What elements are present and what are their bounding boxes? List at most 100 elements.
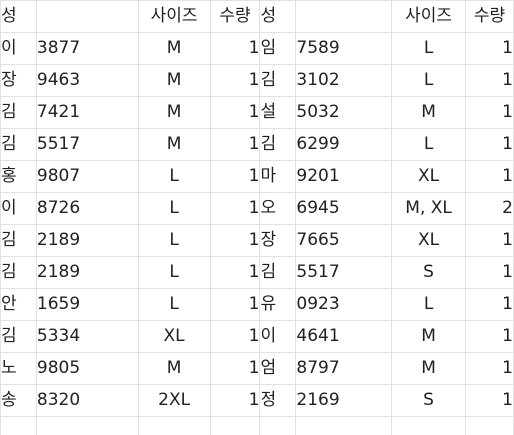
left-qty-cell[interactable] — [209, 416, 261, 435]
left-surname-cell[interactable]: 이 — [0, 192, 37, 225]
header-number-cell[interactable] — [35, 0, 139, 33]
right-size-cell[interactable]: L — [391, 128, 467, 161]
left-qty-cell[interactable]: 1 — [209, 352, 261, 385]
right-size-cell[interactable]: M — [391, 352, 467, 385]
left-qty-cell[interactable]: 1 — [209, 384, 261, 417]
right-size-cell[interactable]: XL — [391, 224, 467, 257]
right-number-cell[interactable]: 0923 — [295, 288, 393, 321]
left-qty-cell[interactable]: 1 — [209, 192, 261, 225]
left-size-cell[interactable]: L — [137, 256, 211, 289]
left-qty-cell[interactable]: 1 — [209, 32, 261, 65]
left-size-cell[interactable]: M — [137, 352, 211, 385]
left-qty-cell[interactable]: 1 — [209, 288, 261, 321]
left-number-cell[interactable]: 9805 — [35, 352, 139, 385]
right-qty-cell[interactable]: 1 — [465, 320, 514, 353]
left-size-cell[interactable]: L — [137, 288, 211, 321]
left-number-cell[interactable]: 2189 — [35, 224, 139, 257]
right-surname-cell[interactable]: 유 — [259, 288, 297, 321]
header-qty-cell[interactable]: 수량 — [465, 0, 514, 33]
left-number-cell[interactable]: 8726 — [35, 192, 139, 225]
left-size-cell[interactable]: 2XL — [137, 384, 211, 417]
right-surname-cell[interactable]: 임 — [259, 32, 297, 65]
left-surname-cell[interactable]: 김 — [0, 256, 37, 289]
left-number-cell[interactable]: 2189 — [35, 256, 139, 289]
left-surname-cell[interactable]: 안 — [0, 288, 37, 321]
left-surname-cell[interactable]: 노 — [0, 352, 37, 385]
left-size-cell[interactable]: L — [137, 192, 211, 225]
left-number-cell[interactable]: 8320 — [35, 384, 139, 417]
header-surname-cell[interactable]: 성 — [259, 0, 297, 33]
right-size-cell[interactable]: S — [391, 256, 467, 289]
left-number-cell[interactable]: 7421 — [35, 96, 139, 129]
right-qty-cell[interactable]: 1 — [465, 64, 514, 97]
right-size-cell[interactable]: M, XL — [391, 192, 467, 225]
left-surname-cell[interactable]: 장 — [0, 64, 37, 97]
left-surname-cell[interactable] — [0, 416, 37, 435]
right-size-cell[interactable]: S — [391, 384, 467, 417]
left-qty-cell[interactable]: 1 — [209, 96, 261, 129]
right-surname-cell[interactable]: 김 — [259, 256, 297, 289]
left-surname-cell[interactable]: 홍 — [0, 160, 37, 193]
left-size-cell[interactable]: M — [137, 128, 211, 161]
right-surname-cell[interactable]: 김 — [259, 64, 297, 97]
right-number-cell[interactable]: 7665 — [295, 224, 393, 257]
left-surname-cell[interactable]: 이 — [0, 32, 37, 65]
header-surname-cell[interactable]: 성 — [0, 0, 37, 33]
right-number-cell[interactable]: 7589 — [295, 32, 393, 65]
right-size-cell[interactable]: XL — [391, 160, 467, 193]
header-number-cell[interactable] — [295, 0, 393, 33]
left-qty-cell[interactable]: 1 — [209, 320, 261, 353]
right-size-cell[interactable]: L — [391, 32, 467, 65]
right-size-cell[interactable]: L — [391, 64, 467, 97]
header-size-cell[interactable]: 사이즈 — [137, 0, 211, 33]
right-qty-cell[interactable]: 1 — [465, 128, 514, 161]
right-qty-cell[interactable]: 1 — [465, 384, 514, 417]
right-qty-cell[interactable]: 1 — [465, 32, 514, 65]
left-number-cell[interactable]: 3877 — [35, 32, 139, 65]
left-size-cell[interactable]: M — [137, 64, 211, 97]
header-qty-cell[interactable]: 수량 — [209, 0, 261, 33]
left-number-cell[interactable]: 9463 — [35, 64, 139, 97]
left-size-cell[interactable]: M — [137, 32, 211, 65]
left-number-cell[interactable] — [35, 416, 139, 435]
left-size-cell[interactable] — [137, 416, 211, 435]
right-surname-cell[interactable]: 설 — [259, 96, 297, 129]
right-qty-cell[interactable]: 1 — [465, 288, 514, 321]
right-number-cell[interactable]: 4641 — [295, 320, 393, 353]
right-surname-cell[interactable]: 김 — [259, 128, 297, 161]
right-surname-cell[interactable]: 오 — [259, 192, 297, 225]
left-qty-cell[interactable]: 1 — [209, 128, 261, 161]
right-size-cell[interactable] — [391, 416, 467, 435]
right-surname-cell[interactable]: 이 — [259, 320, 297, 353]
right-size-cell[interactable]: M — [391, 96, 467, 129]
left-number-cell[interactable]: 9807 — [35, 160, 139, 193]
left-qty-cell[interactable]: 1 — [209, 160, 261, 193]
left-size-cell[interactable]: M — [137, 96, 211, 129]
right-number-cell[interactable]: 6945 — [295, 192, 393, 225]
right-number-cell[interactable]: 5032 — [295, 96, 393, 129]
left-surname-cell[interactable]: 김 — [0, 320, 37, 353]
right-number-cell[interactable]: 3102 — [295, 64, 393, 97]
left-qty-cell[interactable]: 1 — [209, 64, 261, 97]
right-surname-cell[interactable]: 정 — [259, 384, 297, 417]
right-size-cell[interactable]: M — [391, 320, 467, 353]
right-surname-cell[interactable]: 장 — [259, 224, 297, 257]
right-qty-cell[interactable]: 1 — [465, 160, 514, 193]
right-qty-cell[interactable]: 1 — [465, 256, 514, 289]
right-number-cell[interactable]: 6299 — [295, 128, 393, 161]
right-qty-cell[interactable]: 1 — [465, 224, 514, 257]
left-qty-cell[interactable]: 1 — [209, 256, 261, 289]
right-surname-cell[interactable] — [259, 416, 297, 435]
left-size-cell[interactable]: L — [137, 160, 211, 193]
right-size-cell[interactable]: L — [391, 288, 467, 321]
left-surname-cell[interactable]: 김 — [0, 128, 37, 161]
left-surname-cell[interactable]: 김 — [0, 96, 37, 129]
right-qty-cell[interactable]: 1 — [465, 352, 514, 385]
left-size-cell[interactable]: XL — [137, 320, 211, 353]
right-qty-cell[interactable]: 2 — [465, 192, 514, 225]
right-number-cell[interactable]: 2169 — [295, 384, 393, 417]
right-qty-cell[interactable] — [465, 416, 514, 435]
right-number-cell[interactable]: 5517 — [295, 256, 393, 289]
left-size-cell[interactable]: L — [137, 224, 211, 257]
right-surname-cell[interactable]: 마 — [259, 160, 297, 193]
